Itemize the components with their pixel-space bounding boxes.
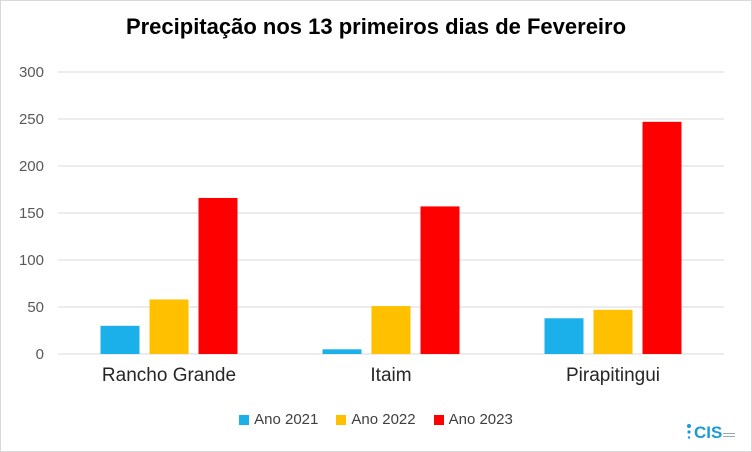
y-tick-label: 200 <box>19 158 44 175</box>
bar-chart: 0 50 100 150 200 250 300 Rancho Grande Itaim Pir… <box>19 64 724 386</box>
legend-swatch <box>336 414 347 425</box>
bar <box>322 349 362 354</box>
logo-dot <box>687 424 691 428</box>
chart-title: Precipitação nos 13 primeiros dias de Fe… <box>125 14 627 39</box>
legend-item: Ano 2021 <box>239 411 318 428</box>
y-axis-ticks: 0 50 100 150 200 250 300 <box>19 64 44 363</box>
cis-logo: CIS <box>687 423 735 442</box>
x-axis-ticks: Rancho Grande Itaim Pirapitingui <box>102 365 660 386</box>
legend-item: Ano 2022 <box>336 411 416 428</box>
x-tick-label: Itaim <box>370 365 411 386</box>
y-tick-label: 250 <box>19 111 44 128</box>
y-tick-label: 50 <box>27 299 44 316</box>
bar <box>371 306 411 354</box>
x-tick-label: Pirapitingui <box>566 365 660 386</box>
bars <box>100 121 682 354</box>
bar <box>149 299 189 354</box>
bar <box>100 325 140 354</box>
legend-swatch <box>239 414 250 425</box>
x-tick-label: Rancho Grande <box>102 365 236 386</box>
logo-dot <box>687 436 691 439</box>
legend-swatch <box>433 414 444 425</box>
legend-label: Ano 2023 <box>448 411 513 428</box>
logo-text: CIS <box>694 423 722 442</box>
legend: Ano 2021 Ano 2022 Ano 2023 <box>0 411 752 428</box>
logo-line <box>723 433 735 434</box>
legend-label: Ano 2021 <box>254 411 319 428</box>
y-tick-label: 150 <box>19 205 44 222</box>
logo-line <box>723 436 735 437</box>
bar <box>198 197 238 354</box>
legend-label: Ano 2022 <box>351 411 416 428</box>
y-tick-label: 300 <box>19 64 44 81</box>
y-tick-label: 0 <box>36 346 44 363</box>
logo-dot <box>687 430 691 434</box>
bar <box>642 121 682 354</box>
bar <box>420 206 460 354</box>
bar <box>544 318 584 354</box>
legend-item: Ano 2023 <box>433 411 513 428</box>
bar <box>593 309 633 354</box>
y-tick-label: 100 <box>19 252 44 269</box>
